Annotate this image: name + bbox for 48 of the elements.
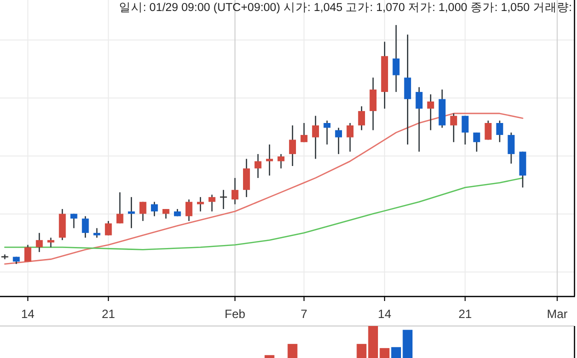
candlestick	[208, 194, 216, 212]
candlestick	[243, 158, 250, 198]
bar	[288, 344, 298, 358]
candlestick	[519, 151, 526, 188]
candlestick	[47, 237, 54, 248]
x-tick-label: 14	[378, 307, 392, 321]
candlestick	[185, 198, 192, 222]
candlestick	[278, 153, 284, 170]
candlestick	[370, 77, 377, 131]
candlestick	[496, 120, 504, 143]
candlestick	[358, 106, 366, 131]
candlestick	[300, 122, 308, 143]
candlestick	[254, 153, 262, 179]
candlestick	[416, 86, 423, 152]
text: 일시: 01/29 09:00 (UTC+09:00) 시가: 1,045 고가: 1,070 저가: 1,000 종가: 1,050 거래량:	[119, 2, 572, 14]
candlestick	[82, 216, 89, 238]
candlestick	[346, 122, 354, 152]
candlestick	[93, 228, 100, 238]
candlestick	[289, 124, 296, 167]
candlestick	[36, 232, 43, 253]
x-tick-label: 7	[300, 307, 308, 321]
candlestick	[162, 208, 170, 220]
candlestick	[404, 34, 412, 146]
candlestick	[427, 94, 434, 131]
candlestick	[312, 115, 319, 160]
x-tick-label: 21	[102, 307, 116, 321]
candlestick	[70, 213, 78, 229]
x-tick-label: Feb	[224, 307, 246, 321]
candlestick	[450, 112, 458, 143]
candlestick	[462, 115, 469, 146]
x-tick-label: 14	[21, 307, 35, 321]
candlestick	[104, 220, 112, 236]
candlestick	[232, 177, 238, 205]
bar	[264, 355, 274, 358]
candlestick	[58, 208, 66, 241]
candlestick	[392, 24, 400, 93]
candlestick	[128, 196, 135, 229]
x-tick-label: 21	[458, 307, 472, 321]
candlestick	[24, 244, 32, 262]
candlestick	[324, 120, 330, 146]
candlestick	[139, 201, 146, 222]
candlestick	[116, 192, 124, 224]
candlestick	[150, 201, 158, 217]
candlestick	[335, 127, 342, 155]
x-tick-label: Mar	[546, 307, 568, 321]
candlestick	[508, 132, 515, 164]
candlestick	[473, 132, 480, 152]
candlestick	[484, 120, 492, 140]
